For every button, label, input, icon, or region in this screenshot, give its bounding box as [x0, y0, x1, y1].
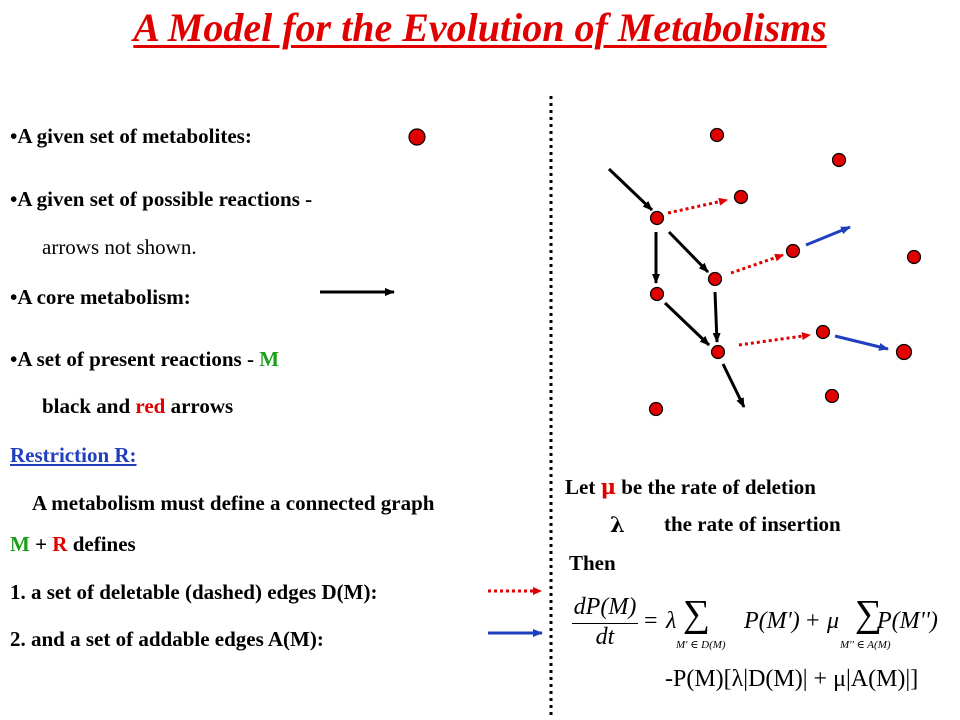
metabolites-item: •A given set of metabolites: — [10, 124, 252, 148]
core-metabolism-item: •A core metabolism: — [10, 285, 191, 309]
insertion-rate-text: the rate of insertion — [664, 512, 841, 536]
lhs-denominator: dt — [595, 624, 615, 650]
lambda-symbol: λ — [610, 512, 625, 537]
deletion-rate-line: Let μ be the rate of deletion — [565, 474, 816, 500]
mu-symbol: μ — [600, 474, 616, 499]
sum1-subscript: M' ∈ D(M) — [676, 639, 726, 651]
metabolite-node — [895, 343, 913, 361]
term-2: P(M'') — [877, 608, 938, 634]
arrows-red-label: red — [135, 394, 166, 418]
equals-sign: = — [644, 608, 658, 634]
sum2-subscript: M'' ∈ A(M) — [840, 639, 891, 651]
arrows-description: black and red arrows — [42, 394, 233, 419]
sum-sign-2: ∑ — [855, 593, 883, 635]
reactions-item: •A given set of possible reactions - — [10, 187, 313, 211]
restriction-text: A metabolism must define a connected gra… — [32, 491, 435, 515]
then-label: Then — [569, 551, 616, 575]
black-edge — [607, 167, 654, 212]
term-1: P(M') — [744, 608, 800, 634]
arrows-suffix: arrows — [165, 394, 234, 418]
addable-edges-item: 2. and a set of addable edges A(M): — [10, 627, 324, 651]
metabolite-node — [815, 324, 831, 340]
black-edge — [721, 363, 746, 408]
sum-sign-1: ∑ — [683, 593, 711, 635]
metabolite-node — [831, 152, 847, 168]
metabolite-node — [710, 344, 726, 360]
blue-addable-edge — [805, 225, 851, 247]
black-edge — [712, 291, 721, 343]
red-dashed-edge — [730, 253, 784, 275]
black-edge — [667, 230, 710, 274]
metabolite-node — [649, 210, 665, 226]
defines-suffix: defines — [67, 532, 136, 556]
fraction-bar — [572, 623, 638, 624]
equation-line-2: -P(M)[λ|D(M)| + μ|A(M)|] — [665, 666, 919, 692]
metabolite-node — [707, 271, 723, 287]
red-dashed-edge — [738, 332, 811, 347]
metabolite-node — [824, 388, 840, 404]
metabolite-node — [906, 249, 922, 265]
deletable-edges-item: 1. a set of deletable (dashed) edges D(M… — [10, 580, 378, 604]
arrows-black-label: black and — [42, 394, 136, 418]
lhs-numerator: dP(M) — [573, 594, 637, 620]
page-title: A Model for the Evolution of Metabolisms — [133, 5, 827, 50]
restriction-label: Restriction R: — [10, 443, 137, 467]
metabolite-node — [709, 127, 725, 143]
let-prefix: Let — [565, 475, 601, 499]
blue-addable-edge — [834, 334, 889, 351]
eq-lambda: λ — [666, 608, 677, 634]
present-reactions-label: •A set of present reactions - — [10, 347, 260, 371]
metabolite-node — [649, 286, 665, 302]
reactions-subtext: arrows not shown. — [42, 235, 197, 259]
defines-r: R — [52, 532, 68, 556]
defines-m: M — [10, 532, 30, 556]
deletion-suffix: be the rate of deletion — [615, 475, 816, 499]
metabolite-node — [785, 243, 801, 259]
red-dashed-edge — [667, 197, 728, 215]
black-edge — [663, 301, 711, 347]
present-reactions-m: M — [259, 347, 280, 371]
defines-plus: + — [29, 532, 53, 556]
eq-mu: μ — [827, 608, 840, 634]
metabolite-node — [733, 189, 749, 205]
plus-sign: + — [806, 608, 820, 634]
defines-line: M + R defines — [10, 532, 136, 557]
present-reactions-item: •A set of present reactions - M — [10, 347, 279, 372]
metabolite-node — [648, 401, 664, 417]
legend-metabolite-node — [408, 128, 426, 146]
